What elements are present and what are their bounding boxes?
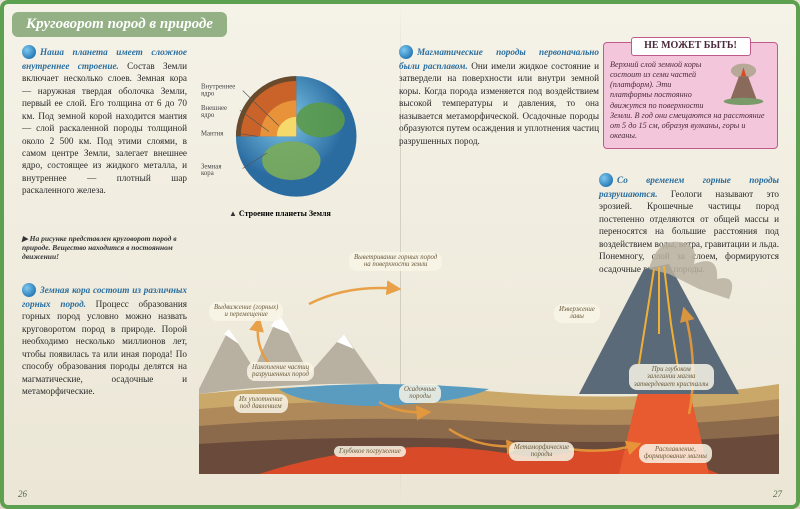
page-number-left: 26 — [18, 489, 27, 499]
globe-icon — [599, 173, 613, 187]
volcano-mini-icon — [716, 60, 771, 105]
earth-caption: Строение планеты Земля — [229, 209, 331, 218]
svg-text:ядро: ядро — [201, 91, 215, 98]
page-number-right: 27 — [773, 489, 782, 499]
lbl-crystallize: При глубоком залегании магма затвердевае… — [629, 364, 714, 390]
lbl-sedimentary: Осадочные породы — [399, 384, 441, 403]
svg-text:кора: кора — [201, 170, 214, 177]
chapter-title: Круговорот пород в природе — [26, 16, 213, 32]
earth-cutaway-diagram: Внутреннее ядро Внешнее ядро Мантия Земн… — [199, 44, 374, 214]
globe-icon — [399, 45, 413, 59]
paragraph-rock-types: Земная кора состоит из различных горных … — [22, 284, 187, 397]
cycle-caption: ▶ На рисунке представлен круговорот поро… — [22, 234, 187, 261]
svg-text:ядро: ядро — [201, 112, 215, 119]
lbl-compaction: Их уплотнение под давлением — [234, 394, 288, 413]
lbl-weathering: Выветривание горных пород на поверхности… — [349, 252, 442, 271]
p2-body: Они имели жидкое состояние и затвердели … — [399, 61, 599, 146]
lbl-melting: Расплавление, формирование магмы — [639, 444, 712, 463]
cycle-svg — [199, 234, 779, 474]
chapter-title-banner: Круговорот пород в природе — [12, 12, 227, 37]
lbl-mantle: Мантия — [201, 130, 223, 137]
rock-cycle-diagram: Выветривание горных пород на поверхности… — [199, 234, 779, 474]
paragraph-earth-structure: Наша планета имеет сложное внутреннее ст… — [22, 46, 187, 197]
globe-icon — [22, 45, 36, 59]
lbl-metamorphic: Метаморфические породы — [509, 442, 574, 461]
sidebar-title: НЕ МОЖЕТ БЫТЬ! — [631, 37, 751, 56]
p1b-body: Процесс образования горных пород условно… — [22, 299, 187, 396]
lbl-accumulation: Накопление частиц разрушенных пород — [247, 362, 314, 381]
p1-body: Состав Земли включает несколько слоев. З… — [22, 61, 187, 195]
earth-svg: Внутреннее ядро Внешнее ядро Мантия Земн… — [199, 44, 374, 209]
lbl-eruption: Извержение лавы — [554, 304, 600, 323]
lbl-uplift: Выдвижение (горных) и перемещение — [209, 302, 283, 321]
book-spread: Круговорот пород в природе Наша планета … — [0, 0, 800, 509]
lbl-burial: Глубокое погружение — [334, 446, 406, 457]
fact-sidebar: НЕ МОЖЕТ БЫТЬ! Верхний слой земной коры … — [603, 42, 778, 149]
globe-icon — [22, 283, 36, 297]
paragraph-magmatic: Магматические породы первоначально были … — [399, 46, 599, 147]
